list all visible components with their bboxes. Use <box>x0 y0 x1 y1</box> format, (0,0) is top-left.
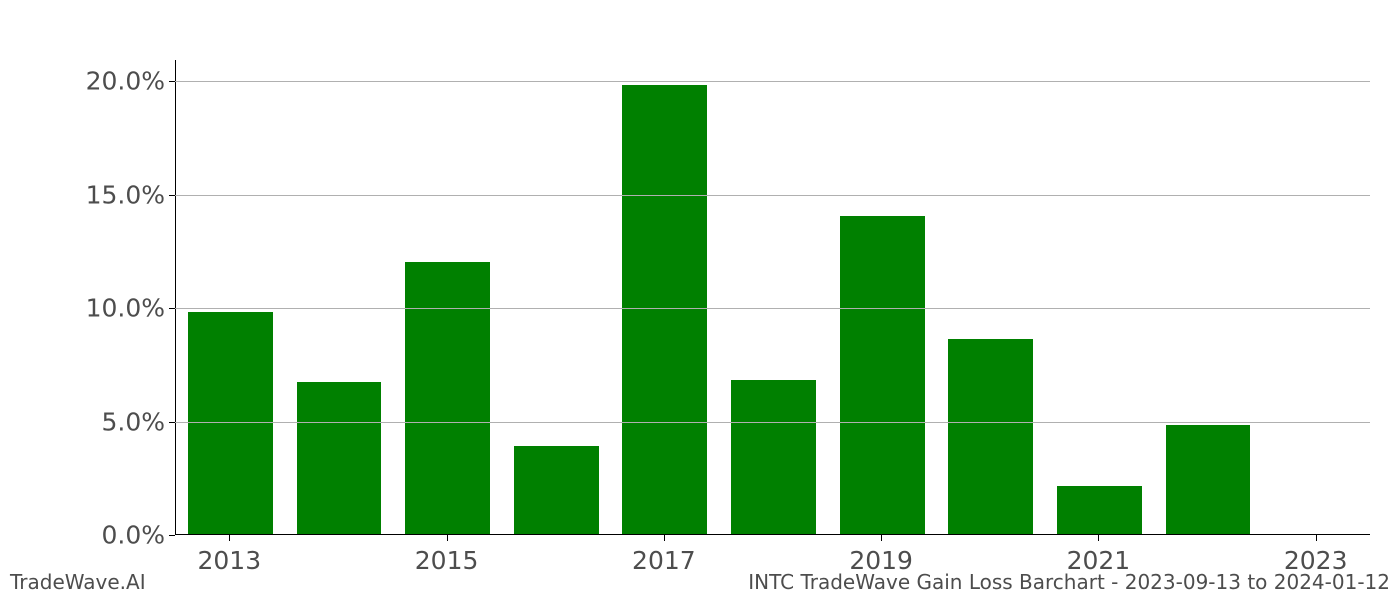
y-tick-label: 0.0% <box>0 521 165 550</box>
bar <box>514 446 599 534</box>
bar <box>731 380 816 534</box>
x-tick-label: 2013 <box>198 546 262 575</box>
x-tick-label: 2017 <box>632 546 696 575</box>
x-tick-mark <box>447 535 448 541</box>
y-tick-label: 5.0% <box>0 407 165 436</box>
plot-area <box>175 60 1370 535</box>
x-tick-label: 2019 <box>849 546 913 575</box>
x-tick-label: 2021 <box>1067 546 1131 575</box>
y-tick-mark <box>169 195 175 196</box>
bar <box>840 216 925 534</box>
bar <box>188 312 273 534</box>
bar <box>948 339 1033 534</box>
y-tick-mark <box>169 308 175 309</box>
y-gridline <box>175 81 1370 82</box>
footer-watermark-left: TradeWave.AI <box>10 570 146 594</box>
x-tick-mark <box>1316 535 1317 541</box>
bar <box>1057 486 1142 534</box>
y-gridline <box>175 308 1370 309</box>
y-tick-label: 10.0% <box>0 294 165 323</box>
y-tick-mark <box>169 535 175 536</box>
y-tick-mark <box>169 422 175 423</box>
chart-container: TradeWave.AI INTC TradeWave Gain Loss Ba… <box>0 0 1400 600</box>
y-gridline <box>175 422 1370 423</box>
y-tick-label: 20.0% <box>0 67 165 96</box>
bar <box>1166 425 1251 534</box>
x-tick-mark <box>664 535 665 541</box>
bar <box>622 85 707 534</box>
y-tick-label: 15.0% <box>0 180 165 209</box>
bar <box>405 262 490 534</box>
y-tick-mark <box>169 81 175 82</box>
bar <box>297 382 382 534</box>
x-tick-label: 2023 <box>1284 546 1348 575</box>
y-gridline <box>175 195 1370 196</box>
x-tick-mark <box>881 535 882 541</box>
x-tick-mark <box>229 535 230 541</box>
x-tick-label: 2015 <box>415 546 479 575</box>
x-tick-mark <box>1098 535 1099 541</box>
